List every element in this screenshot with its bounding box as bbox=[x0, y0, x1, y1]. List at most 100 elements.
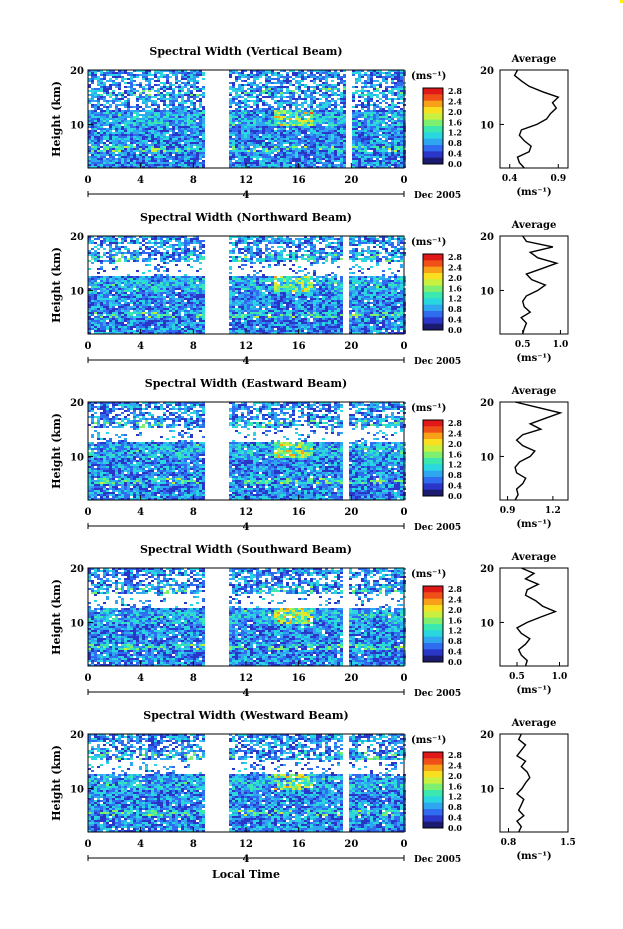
avg-y-tick-label: 20 bbox=[480, 398, 494, 409]
colorbar-swatch bbox=[423, 100, 443, 108]
average-frame bbox=[499, 567, 569, 667]
colorbar-tick-label: 0.0 bbox=[448, 823, 462, 833]
colorbar-swatch bbox=[423, 802, 443, 810]
colorbar-swatch bbox=[423, 489, 443, 497]
colorbar-tick-label: 0.8 bbox=[448, 802, 462, 812]
colorbar-swatch bbox=[423, 649, 443, 657]
colorbar-swatch bbox=[423, 126, 443, 133]
x-tick-label: 20 bbox=[344, 507, 358, 518]
x-tick-label: 16 bbox=[292, 341, 306, 352]
panel-1: Spectral Width (Vertical Beam) 20 10 Height… bbox=[50, 45, 569, 201]
average-title: Average bbox=[511, 220, 557, 231]
colorbar-swatch bbox=[423, 132, 443, 140]
colorbar-swatch bbox=[423, 426, 443, 434]
average-title: Average bbox=[511, 552, 557, 563]
colorbar-swatch bbox=[423, 636, 443, 644]
heatmap-field bbox=[88, 734, 406, 832]
colorbar-swatch bbox=[423, 254, 443, 261]
avg-x-tick-label: 0.5 bbox=[509, 672, 525, 682]
colorbar-swatch bbox=[423, 655, 443, 663]
avg-x-tick-label: 0.9 bbox=[500, 506, 516, 516]
colorbar-frame bbox=[422, 585, 444, 663]
colorbar-tick-label: 0.0 bbox=[448, 657, 462, 667]
colorbar-unit: (ms⁻¹) bbox=[411, 71, 446, 82]
colorbar-tick-label: 2.8 bbox=[448, 584, 462, 594]
x-tick-label: 16 bbox=[292, 507, 306, 518]
x-tick-label: 16 bbox=[292, 839, 306, 850]
date-label: Dec 2005 bbox=[414, 855, 461, 865]
colorbar-swatch bbox=[423, 630, 443, 638]
colorbar-frame bbox=[422, 751, 444, 829]
x-tick-label: 0 bbox=[401, 175, 408, 186]
x-tick-label: 0 bbox=[401, 839, 408, 850]
colorbar-swatch bbox=[423, 464, 443, 472]
x-tick-label: 12 bbox=[239, 839, 253, 850]
date-label: Dec 2005 bbox=[414, 357, 461, 367]
panel-title: Spectral Width (Northward Beam) bbox=[140, 211, 352, 224]
x-tick-label: 12 bbox=[239, 507, 253, 518]
colorbar-swatch bbox=[423, 752, 443, 759]
colorbar-swatch bbox=[423, 815, 443, 823]
avg-y-tick-label: 10 bbox=[480, 784, 494, 795]
panel-title: Spectral Width (Southward Beam) bbox=[140, 543, 352, 556]
colorbar-tick-label: 0.4 bbox=[448, 647, 462, 657]
colorbar-tick-label: 1.6 bbox=[448, 449, 462, 459]
colorbar-swatch bbox=[423, 266, 443, 274]
date-label: Dec 2005 bbox=[414, 689, 461, 699]
avg-x-tick-label: 0.4 bbox=[502, 174, 518, 184]
colorbar-swatch bbox=[423, 470, 443, 478]
colorbar-swatch bbox=[423, 119, 443, 127]
colorbar-swatch bbox=[423, 592, 443, 600]
colorbar-tick-label: 0.8 bbox=[448, 138, 462, 148]
average-title: Average bbox=[511, 54, 557, 65]
colorbar-swatch bbox=[423, 783, 443, 791]
x-tick-label: 16 bbox=[292, 673, 306, 684]
colorbar-swatch bbox=[423, 420, 443, 427]
colorbar-unit: (ms⁻¹) bbox=[411, 735, 446, 746]
avg-y-tick-label: 10 bbox=[480, 286, 494, 297]
average-frame bbox=[499, 235, 569, 335]
x-tick-label: 0 bbox=[401, 341, 408, 352]
colorbar-tick-label: 2.0 bbox=[448, 605, 462, 615]
colorbar-swatch bbox=[423, 624, 443, 631]
x-tick-label: 4 bbox=[137, 341, 144, 352]
colorbar-swatch bbox=[423, 311, 443, 318]
average-profile-line bbox=[513, 69, 560, 169]
colorbar-swatch bbox=[423, 586, 443, 593]
avg-x-tick-label: 0.5 bbox=[515, 340, 531, 350]
colorbar-swatch bbox=[423, 809, 443, 816]
colorbar-tick-label: 0.8 bbox=[448, 304, 462, 314]
colorbar-tick-label: 2.8 bbox=[448, 750, 462, 760]
colorbar-tick-label: 0.4 bbox=[448, 315, 462, 325]
colorbar-swatch bbox=[423, 796, 443, 804]
colorbar-tick-label: 2.0 bbox=[448, 107, 462, 117]
x-tick-label: 0 bbox=[85, 673, 92, 684]
average-profile-line bbox=[515, 567, 558, 667]
panel-title: Spectral Width (Vertical Beam) bbox=[149, 45, 342, 58]
x-tick-label: 12 bbox=[239, 175, 253, 186]
avg-y-tick-label: 10 bbox=[480, 452, 494, 463]
avg-y-tick-label: 20 bbox=[480, 564, 494, 575]
colorbar-swatch bbox=[423, 88, 443, 95]
y-tick-label: 20 bbox=[70, 564, 84, 575]
avg-y-tick-label: 20 bbox=[480, 66, 494, 77]
colorbar-swatch bbox=[423, 458, 443, 465]
colorbar-unit: (ms⁻¹) bbox=[411, 569, 446, 580]
colorbar-swatch bbox=[423, 477, 443, 484]
colorbar-swatch bbox=[423, 821, 443, 829]
x-tick-label: 0 bbox=[85, 341, 92, 352]
day-marker: 4 bbox=[243, 688, 250, 699]
avg-x-tick-label: 1.0 bbox=[552, 672, 568, 682]
colorbar-tick-label: 2.4 bbox=[448, 262, 462, 272]
colorbar-swatch bbox=[423, 157, 443, 165]
panel-4: Spectral Width (Southward Beam) 20 10 Heigh… bbox=[50, 543, 569, 699]
colorbar-swatch bbox=[423, 145, 443, 152]
colorbar-swatch bbox=[423, 483, 443, 491]
average-frame bbox=[499, 733, 569, 833]
heatmap-field bbox=[88, 568, 406, 666]
day-marker: 4 bbox=[243, 522, 250, 533]
colorbar-tick-label: 1.2 bbox=[448, 128, 462, 138]
colorbar-swatch bbox=[423, 273, 443, 280]
colorbar-swatch bbox=[423, 764, 443, 772]
colorbar-tick-label: 1.6 bbox=[448, 615, 462, 625]
